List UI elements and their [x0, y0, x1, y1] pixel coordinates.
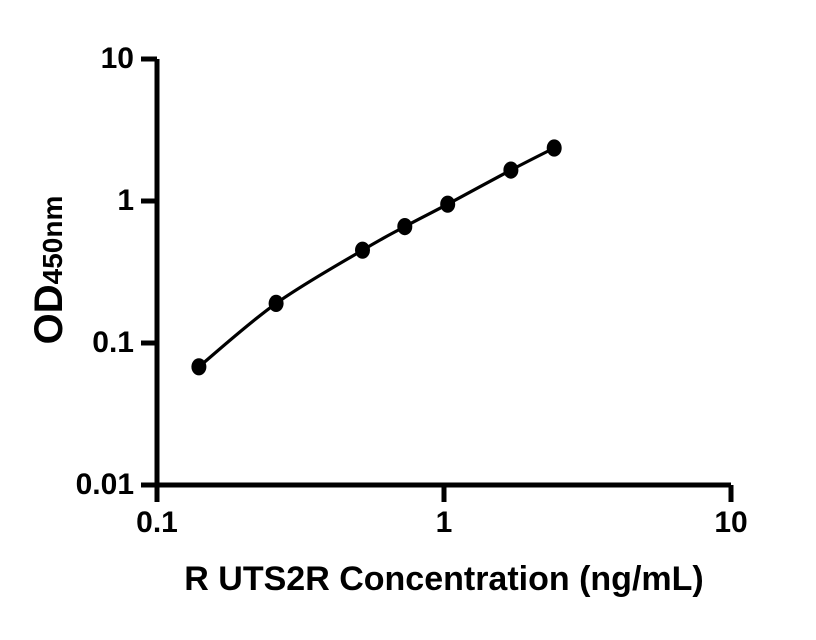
x-tick-label-10: 10	[714, 506, 748, 539]
axis-lines	[154, 59, 731, 488]
data-point	[191, 358, 207, 376]
y-tick-label-0.01: 0.01	[75, 468, 134, 501]
data-point	[546, 139, 562, 157]
x-axis-title: R UTS2R Concentration (ng/mL)	[184, 560, 704, 598]
fit-curve	[197, 146, 555, 369]
y-tick-label-10: 10	[100, 42, 134, 75]
y-tick-label-0.1: 0.1	[92, 326, 134, 359]
data-point	[503, 161, 519, 179]
x-tick-label-0.1: 0.1	[136, 506, 178, 539]
data-point	[268, 294, 284, 312]
y-axis-label: OD450nm	[24, 120, 74, 420]
x-tick-label-1: 1	[435, 506, 453, 539]
data-point	[355, 241, 370, 259]
data-point	[397, 218, 413, 236]
data-point	[440, 195, 456, 213]
y-tick-label-1: 1	[117, 184, 134, 217]
